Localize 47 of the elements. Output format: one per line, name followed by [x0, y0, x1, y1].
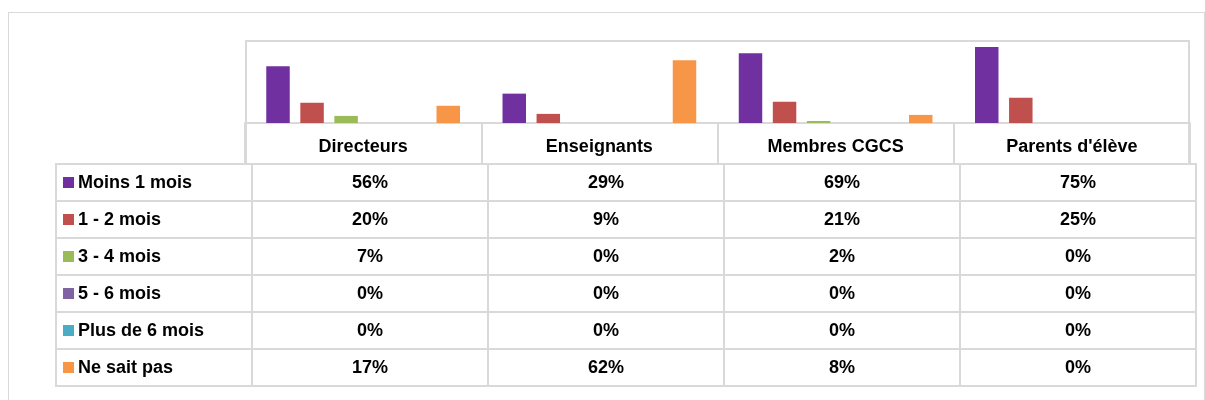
data-label: 0%: [960, 349, 1196, 386]
data-label: 21%: [724, 201, 960, 238]
data-label: 0%: [724, 312, 960, 349]
data-label: 0%: [960, 312, 1196, 349]
data-label: 69%: [724, 164, 960, 201]
bar: [436, 105, 460, 123]
bar: [502, 93, 526, 123]
bar: [806, 120, 831, 123]
bar: [909, 114, 933, 123]
data-label: 0%: [724, 275, 960, 312]
bar: [266, 66, 290, 123]
data-label: 0%: [960, 275, 1196, 312]
data-label: 0%: [488, 275, 724, 312]
x-tick-label: Parents d'élève: [1006, 136, 1138, 156]
bar: [738, 53, 763, 123]
x-tick-label: Membres CGCS: [767, 136, 904, 156]
legend-label: 3 - 4 mois: [56, 238, 252, 275]
data-label: 0%: [252, 275, 488, 312]
data-label: 20%: [252, 201, 488, 238]
data-label: 0%: [252, 312, 488, 349]
x-tick-label: Directeurs: [318, 136, 408, 156]
legend-label: Ne sait pas: [56, 349, 252, 386]
bar: [536, 113, 561, 123]
data-label: 56%: [252, 164, 488, 201]
bar: [300, 102, 324, 123]
data-label: 0%: [960, 238, 1196, 275]
data-label: 75%: [960, 164, 1196, 201]
bar: [772, 101, 797, 123]
data-label: 8%: [724, 349, 960, 386]
data-label: 17%: [252, 349, 488, 386]
data-label: 0%: [488, 238, 724, 275]
bar: [672, 60, 697, 123]
data-label: 25%: [960, 201, 1196, 238]
data-label: 0%: [488, 312, 724, 349]
legend-label: 1 - 2 mois: [56, 201, 252, 238]
data-label: 2%: [724, 238, 960, 275]
data-label: 62%: [488, 349, 724, 386]
data-label: 7%: [252, 238, 488, 275]
legend-label: Moins 1 mois: [56, 164, 252, 201]
data-label: 9%: [488, 201, 724, 238]
bar: [334, 115, 358, 123]
data-label: 29%: [488, 164, 724, 201]
legend-label: 5 - 6 mois: [56, 275, 252, 312]
bar: [975, 47, 999, 123]
x-tick-label: Enseignants: [545, 136, 653, 156]
legend-label: Plus de 6 mois: [56, 312, 252, 349]
bar: [1009, 97, 1033, 123]
